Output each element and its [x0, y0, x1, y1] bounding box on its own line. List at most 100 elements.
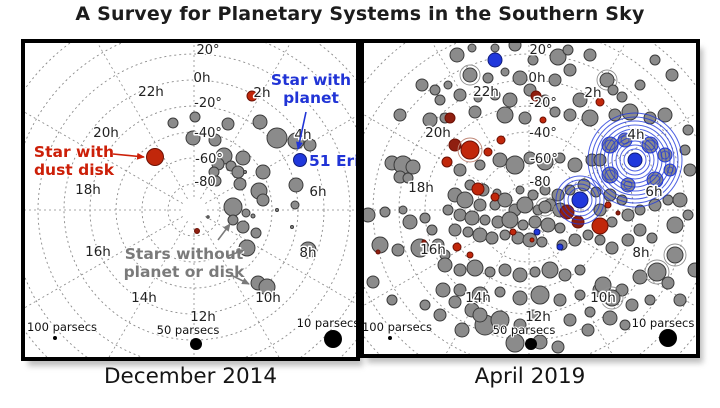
scale-label: 10 parsecs: [632, 316, 695, 330]
star-without-planet-or-disk: [583, 48, 597, 62]
star-without-planet-or-disk: [454, 322, 470, 338]
star-halo: [644, 259, 670, 285]
star-without-planet-or-disk: [528, 215, 542, 229]
star-without-planet-or-disk: [683, 163, 696, 177]
star-halo: [600, 286, 624, 310]
star-without-planet-or-disk: [508, 43, 522, 52]
figure-title: A Survey for Planetary Systems in the So…: [75, 3, 645, 25]
scale-dot: [190, 338, 202, 350]
star-without-planet-or-disk: [673, 293, 687, 307]
star-without-planet-or-disk: [402, 214, 418, 230]
star-without-planet-or-disk: [426, 224, 438, 236]
star-without-planet-or-disk: [649, 54, 661, 66]
star-without-planet-or-disk: [666, 216, 684, 234]
planet-star-ring: [623, 148, 647, 172]
planet-star-ring: [555, 175, 605, 225]
star-with-dust-disk: [421, 239, 427, 245]
hour-label: 18h: [408, 180, 434, 196]
star-without-planet-or-disk: [679, 144, 691, 156]
star-without-planet-or-disk: [497, 192, 513, 208]
dec-label: -20°: [194, 96, 222, 111]
star-without-planet-or-disk: [288, 177, 304, 193]
hour-label: 14h: [465, 290, 491, 306]
star-without-planet-or-disk: [473, 198, 487, 212]
planet-star-ring: [567, 187, 593, 213]
star-without-planet-or-disk: [208, 133, 222, 147]
planet-star-ring: [615, 140, 655, 180]
hour-label: 2h: [584, 85, 601, 101]
star-without-planet-or-disk: [474, 159, 486, 171]
star-halo: [457, 137, 483, 163]
star-without-planet-or-disk: [574, 264, 586, 276]
star-without-planet-or-disk: [433, 308, 447, 322]
star-without-planet-or-disk: [621, 208, 635, 222]
star-without-planet-or-disk: [435, 282, 451, 298]
star-without-planet-or-disk: [541, 261, 559, 279]
star-without-planet-or-disk: [467, 43, 477, 53]
star-without-planet-or-disk: [594, 234, 606, 246]
hour-label: 22h: [138, 84, 164, 100]
star-without-planet-or-disk: [540, 217, 556, 233]
hour-label: 10h: [255, 290, 281, 306]
dec-label: -20°: [529, 96, 557, 111]
star-without-planet-or-disk: [687, 262, 696, 278]
star-without-planet-or-disk: [449, 47, 465, 63]
star-without-planet-or-disk: [584, 306, 596, 318]
star-without-planet-or-disk: [616, 91, 628, 103]
star-without-planet-or-disk: [422, 112, 438, 128]
star-with-dust-disk: [452, 242, 462, 252]
star-without-planet-or-disk: [189, 111, 201, 123]
dec-label: -40°: [194, 126, 222, 141]
star-without-planet-or-disk: [527, 309, 539, 321]
dec-label: 20°: [529, 43, 552, 58]
star-without-planet-or-disk: [512, 267, 528, 283]
scale-label: 50 parsecs: [157, 323, 220, 337]
star-without-planet-or-disk: [593, 203, 607, 217]
star-without-planet-or-disk: [512, 70, 528, 86]
star-without-planet-or-disk: [393, 108, 407, 122]
star-without-planet-or-disk: [386, 294, 398, 306]
star-without-planet-or-disk: [482, 72, 494, 84]
star-without-planet-or-disk: [619, 319, 631, 331]
star-with-planet: [487, 52, 503, 68]
star-without-planet-or-disk: [536, 153, 554, 171]
star-with-dust-disk: [604, 201, 612, 209]
star-without-planet-or-disk: [672, 192, 688, 208]
planet-star-ring: [603, 128, 667, 192]
star-with-planet: [293, 153, 307, 167]
caption-december-2014: December 2014: [103, 364, 278, 389]
annotation-text: Star with: [34, 143, 114, 161]
star-with-planet: [571, 191, 589, 209]
star-without-planet-or-disk: [398, 205, 408, 215]
star-without-planet-or-disk: [206, 215, 210, 219]
scale-legend: 100 parsecs 50 parsecs 10 parsecs: [26, 315, 356, 350]
scale-dot: [53, 336, 57, 340]
panel-background: [23, 41, 358, 359]
star-without-planet-or-disk: [223, 197, 243, 217]
star-without-planet-or-disk: [553, 293, 567, 307]
star-with-dust-disk: [471, 182, 485, 196]
star-without-planet-or-disk: [529, 266, 541, 278]
hour-label: 4h: [294, 127, 311, 143]
star-without-planet-or-disk: [490, 310, 510, 330]
star-without-planet-or-disk: [448, 295, 462, 309]
star-without-planet-or-disk: [453, 88, 467, 102]
star-without-planet-or-disk: [485, 231, 499, 245]
annotation-text: planet: [283, 89, 339, 107]
star-without-planet-or-disk: [661, 276, 675, 290]
star-without-planet-or-disk: [462, 67, 478, 83]
star-without-planet-or-disk: [682, 209, 694, 221]
star-without-planet-or-disk: [634, 79, 646, 91]
star-without-planet-or-disk: [250, 227, 262, 239]
star-without-planet-or-disk: [512, 290, 528, 306]
star-without-planet-or-disk: [581, 323, 595, 337]
star-without-planet-or-disk: [615, 283, 629, 297]
star-without-planet-or-disk: [538, 200, 552, 214]
star-without-planet-or-disk: [539, 94, 551, 106]
hour-label: 16h: [85, 244, 111, 260]
star-without-planet-or-disk: [551, 188, 565, 202]
star-without-planet-or-disk: [548, 73, 562, 87]
planet-star-ring: [595, 120, 675, 200]
hour-spoke: [200, 221, 280, 357]
